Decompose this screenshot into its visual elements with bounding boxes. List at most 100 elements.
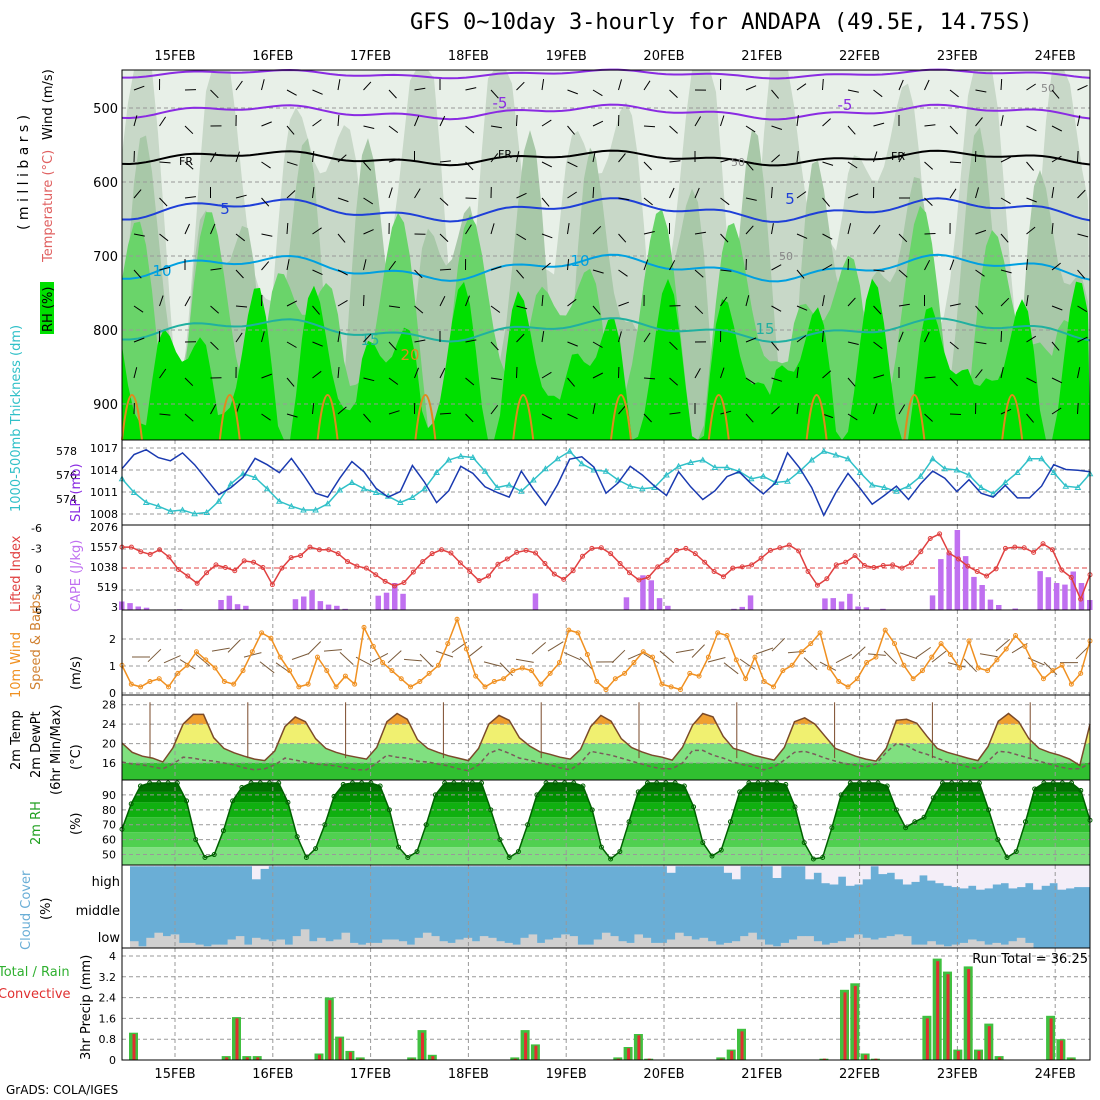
wind-barb: [363, 377, 375, 382]
wind10-barb: [579, 657, 594, 671]
contour-freezing: [121, 149, 1091, 167]
temp-tick-label: 16: [102, 757, 116, 770]
wind-barb: [465, 197, 477, 199]
cloud-high-bar: [341, 865, 351, 867]
cloud-low-bar: [593, 939, 603, 948]
wind-barb: [439, 412, 452, 415]
wind-barb: [592, 341, 603, 348]
wind-speed-line-point: [873, 654, 879, 660]
wind-speed-line-point: [454, 616, 460, 622]
rh-line-point: [294, 834, 300, 840]
thickness-line-point: [179, 506, 186, 513]
cloud-high-bar: [292, 865, 302, 867]
wind-barb: [337, 114, 340, 127]
wind-speed-line-point: [203, 657, 209, 663]
cloud-low-bar: [374, 942, 383, 948]
thickness-line-point: [626, 482, 634, 489]
temperature-legend-label: Temperature (°C): [41, 150, 56, 263]
wind-speed-line-point: [147, 678, 153, 684]
cloud-low-bar: [699, 937, 709, 948]
wind-barb: [261, 79, 265, 91]
wind-speed-line-point: [957, 665, 963, 671]
wind-speed-line-point: [892, 641, 898, 647]
cloud-high-bar: [1016, 865, 1026, 888]
cloud-low-bar: [431, 936, 440, 948]
wind10-barb: [483, 661, 502, 667]
wind-tick-label: 2: [109, 633, 116, 646]
wind-barb: [643, 413, 652, 423]
rh-line-point: [663, 780, 669, 786]
wind-speed-line-point: [836, 678, 842, 684]
wind10-barb: [915, 646, 931, 659]
cloud-low-bar: [959, 942, 969, 948]
precip-conv-bar: [132, 1034, 136, 1060]
wind-legend-label: Wind (m/s): [41, 69, 56, 140]
cape-bar: [127, 603, 133, 610]
wind-speed-line-point: [380, 660, 386, 666]
wind-barb: [822, 330, 824, 343]
contour-15: [122, 317, 1091, 343]
wind10-barb: [275, 662, 292, 674]
wind-barb: [210, 305, 220, 314]
rh-line-point: [571, 780, 577, 786]
wind-barb: [363, 413, 372, 423]
rh-line-point: [303, 855, 309, 861]
cloud-low-bar: [675, 932, 684, 948]
rh-line-point: [276, 780, 282, 786]
thickness-line-point: [360, 485, 368, 492]
wind-barb: [796, 233, 808, 239]
contour-label: 15: [360, 331, 379, 349]
rh-band: [122, 847, 1090, 865]
wind-barb: [592, 269, 604, 274]
rh-line-point: [432, 792, 438, 798]
rh-line-point: [349, 780, 355, 786]
cape-bar: [954, 530, 961, 610]
cape-bar: [838, 601, 845, 610]
wind-barb: [337, 406, 347, 415]
wind-barb: [745, 337, 757, 343]
temp-line: [121, 712, 1091, 767]
thickness-line-point: [880, 483, 888, 490]
wind-barb: [541, 294, 544, 307]
wind-barb: [388, 89, 397, 99]
wind-barb: [949, 259, 955, 271]
wind-barb: [516, 81, 525, 91]
wind-barb: [388, 125, 399, 134]
thickness-line-point: [638, 485, 646, 492]
cloud-low-bar: [479, 936, 489, 948]
cloud-high-bar: [422, 865, 432, 867]
wind-barb: [414, 87, 426, 91]
rh-line-point: [230, 798, 236, 804]
cloud-high-bar: [821, 865, 831, 884]
wind10-barb: [403, 658, 422, 662]
cloud-low-bar: [837, 941, 847, 948]
cape-tick-label: 1557: [90, 541, 118, 554]
date-label-top: 18FEB: [448, 49, 489, 64]
wind-barb: [898, 331, 904, 343]
wind-barb: [796, 367, 799, 379]
wind-barb: [516, 192, 527, 199]
wind-barb: [796, 151, 799, 163]
wind10-axis-unit: (m/s): [69, 656, 84, 690]
cloud-low-bar: [1000, 944, 1010, 948]
rh-line-point: [949, 780, 955, 786]
wind-barb: [541, 262, 551, 271]
cloud-low-bar: [797, 936, 806, 948]
lifted-index-line-point: [1040, 541, 1046, 547]
date-label-top: 15FEB: [154, 49, 195, 64]
cloud-high-bar: [406, 865, 416, 867]
lifted-index-line-point: [796, 548, 802, 554]
panel-border: [121, 947, 1091, 1061]
lifted-index-line-point: [495, 561, 501, 567]
wind-barb: [898, 303, 910, 307]
wind-barb: [924, 161, 934, 170]
wind-barb: [159, 266, 171, 271]
cape-bar: [863, 607, 870, 610]
wind-barb: [133, 367, 138, 379]
wind-barb: [1000, 233, 1009, 243]
rh-line-point: [479, 780, 485, 786]
cloud-low-bar: [829, 942, 839, 948]
cloud-high-bar: [642, 865, 652, 867]
cloud-high-bar: [569, 865, 578, 867]
wind-barb: [490, 305, 501, 313]
